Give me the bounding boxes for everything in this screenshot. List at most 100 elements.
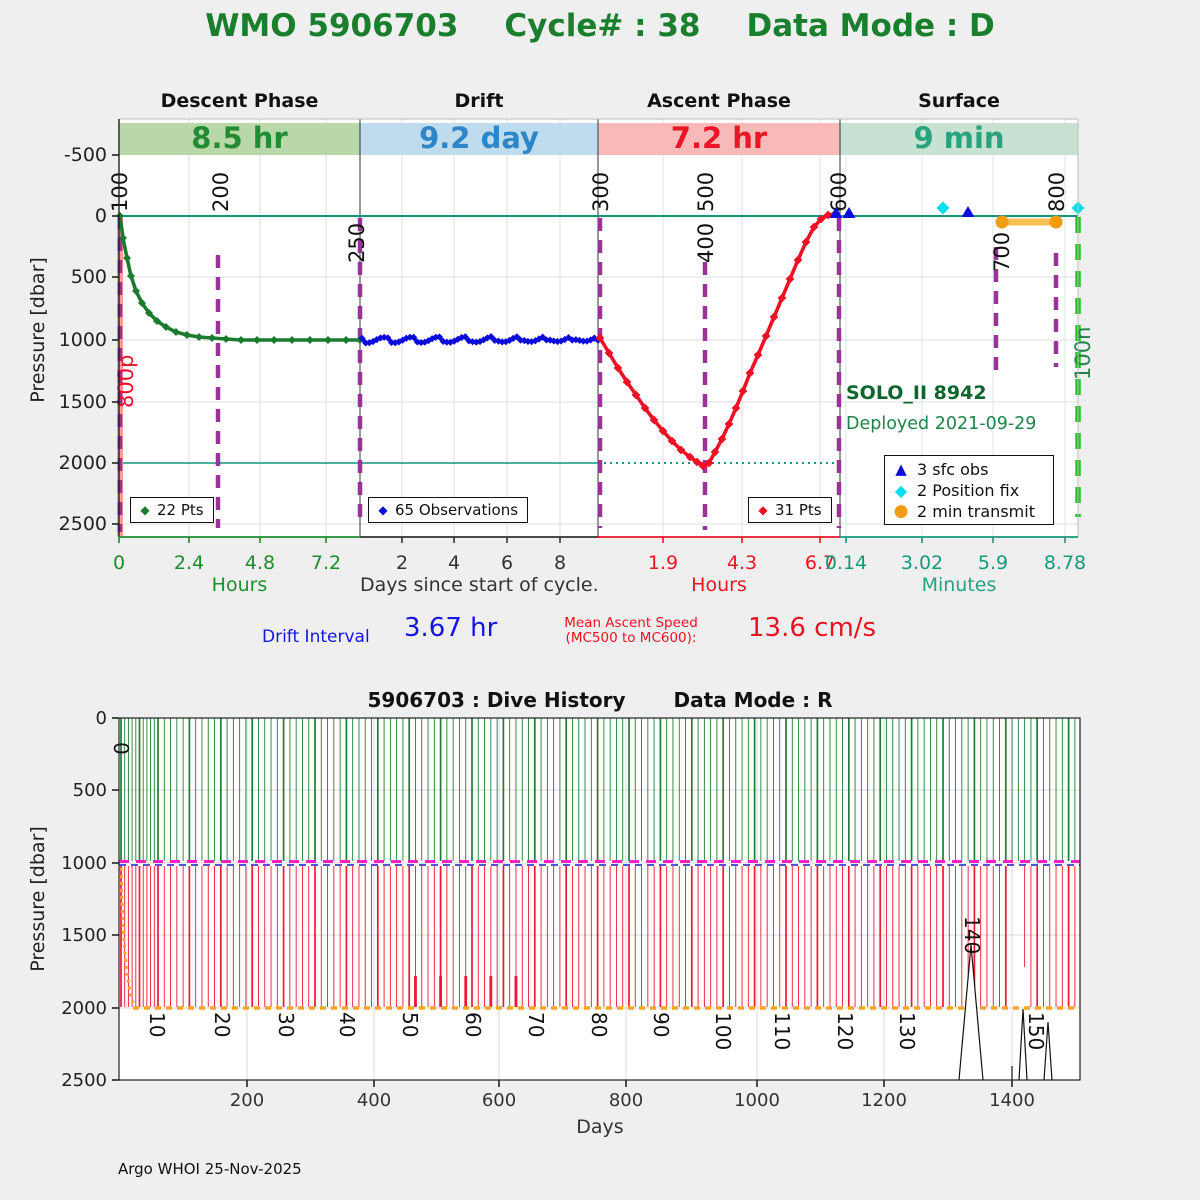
svg-text:300: 300 — [589, 172, 613, 212]
cycle-number: Cycle# : 38 — [504, 8, 701, 44]
svg-text:90: 90 — [649, 1012, 673, 1037]
surface-events-legend: ▲ 3 sfc obs ◆ 2 Position fix ● 2 min tra… — [884, 455, 1054, 525]
svg-text:50: 50 — [398, 1012, 422, 1037]
svg-text:200: 200 — [209, 172, 233, 212]
svg-text:250: 250 — [345, 223, 369, 263]
svg-text:0.14: 0.14 — [825, 552, 867, 574]
credit-footer: Argo WHOI 25-Nov-2025 — [118, 1160, 302, 1178]
legend-label: 2 Position fix — [917, 480, 1020, 500]
legend-label: 2 min transmit — [917, 501, 1035, 521]
days-axis-label: Days — [576, 1116, 624, 1138]
legend-label: 65 Observations — [395, 501, 519, 519]
phase-duration-descent: 8.5 hr — [191, 121, 288, 155]
svg-text:2500: 2500 — [59, 513, 107, 535]
legend-row-position-fix: ◆ 2 Position fix — [893, 480, 1045, 500]
svg-text:500: 500 — [73, 780, 107, 801]
svg-text:800p: 800p — [114, 355, 138, 408]
axis-unit-drift: Days since start of cycle. — [360, 574, 599, 596]
svg-text:8.78: 8.78 — [1044, 552, 1086, 574]
svg-text:100: 100 — [711, 1012, 735, 1050]
svg-text:600: 600 — [482, 1090, 516, 1111]
svg-text:800: 800 — [609, 1090, 643, 1111]
svg-text:2: 2 — [396, 552, 408, 574]
svg-text:400: 400 — [694, 223, 718, 263]
legend-row-min-transmit: ● 2 min transmit — [893, 501, 1045, 521]
legend-row-sfc-obs: ▲ 3 sfc obs — [893, 459, 1045, 479]
svg-text:60: 60 — [461, 1012, 485, 1037]
position-fix-diamond-icon: ◆ — [894, 480, 908, 500]
svg-text:1000: 1000 — [59, 329, 107, 351]
svg-text:400: 400 — [357, 1090, 391, 1111]
svg-text:4: 4 — [448, 552, 460, 574]
svg-text:6.7: 6.7 — [805, 552, 835, 574]
descent-points-legend: ◆ 22 Pts — [130, 497, 214, 523]
data-mode: Data Mode : D — [746, 8, 995, 44]
svg-text:200: 200 — [230, 1090, 264, 1111]
svg-text:20: 20 — [210, 1012, 234, 1037]
wmo-id: WMO 5906703 — [205, 8, 459, 44]
svg-text:0: 0 — [95, 205, 107, 227]
svg-text:130: 130 — [895, 1012, 919, 1050]
svg-text:800: 800 — [1045, 172, 1069, 212]
svg-text:700: 700 — [990, 232, 1014, 272]
svg-text:500: 500 — [694, 172, 718, 212]
min-transmit-circle-icon: ● — [893, 501, 909, 521]
legend-label: 22 Pts — [157, 501, 204, 519]
axis-unit-ascent: Hours — [691, 574, 747, 596]
legend-label: 31 Pts — [775, 501, 822, 519]
mean-ascent-speed-line2: (MC500 to MC600): — [565, 630, 697, 646]
svg-text:1200: 1200 — [861, 1090, 907, 1111]
float-model-label: SOLO_II 8942 — [846, 382, 987, 404]
ascent-points-legend: ◆ 31 Pts — [748, 497, 832, 523]
phase-duration-ascent: 7.2 hr — [670, 121, 768, 155]
svg-text:120: 120 — [833, 1012, 857, 1050]
drift-interval-label: Drift Interval — [262, 627, 370, 647]
svg-text:500: 500 — [71, 266, 107, 288]
svg-text:1500: 1500 — [61, 925, 107, 946]
diamond-icon: ◆ — [140, 503, 150, 517]
phase-title-descent: Descent Phase — [160, 90, 319, 112]
svg-text:1000: 1000 — [61, 853, 107, 874]
mean-ascent-speed-line1: Mean Ascent Speed — [564, 615, 698, 631]
svg-text:7.2: 7.2 — [311, 552, 341, 574]
svg-text:5.9: 5.9 — [978, 552, 1008, 574]
svg-text:0: 0 — [109, 742, 133, 755]
dive-history-title-right: Data Mode : R — [673, 688, 833, 712]
svg-text:0: 0 — [96, 708, 107, 729]
dive-history-title-left: 5906703 : Dive History — [367, 688, 626, 712]
svg-text:2.4: 2.4 — [174, 552, 204, 574]
svg-text:110: 110 — [770, 1012, 794, 1050]
phase-duration-drift: 9.2 day — [419, 121, 539, 155]
svg-text:1500: 1500 — [59, 391, 107, 413]
svg-text:2000: 2000 — [59, 452, 107, 474]
svg-text:2500: 2500 — [61, 1070, 107, 1091]
sfc-obs-triangle-icon: ▲ — [895, 460, 907, 478]
phase-duration-surface: 9 min — [913, 121, 1005, 155]
svg-text:0: 0 — [113, 552, 125, 574]
svg-text:Pressure [dbar]: Pressure [dbar] — [27, 257, 49, 403]
svg-text:1000: 1000 — [734, 1090, 780, 1111]
phase-title-surface: Surface — [918, 90, 1000, 112]
svg-text:3.02: 3.02 — [901, 552, 943, 574]
svg-text:140: 140 — [960, 916, 984, 954]
drift-interval-value: 3.67 hr — [404, 613, 498, 643]
svg-text:100n: 100n — [1071, 327, 1095, 380]
svg-text:4.8: 4.8 — [245, 552, 275, 574]
page-title: WMO 5906703 Cycle# : 38 Data Mode : D — [0, 8, 1200, 44]
diamond-icon: ◆ — [378, 503, 388, 517]
axis-unit-descent: Hours — [211, 574, 268, 596]
mean-ascent-speed-label: Mean Ascent Speed (MC500 to MC600): — [545, 616, 717, 646]
svg-text:80: 80 — [587, 1012, 611, 1037]
phase-title-drift: Drift — [454, 90, 504, 112]
svg-text:4.3: 4.3 — [727, 552, 757, 574]
svg-text:100: 100 — [108, 172, 132, 212]
svg-text:8: 8 — [554, 552, 566, 574]
svg-text:2000: 2000 — [61, 998, 107, 1019]
dive-history-title: 5906703 : Dive History Data Mode : R — [0, 688, 1200, 712]
svg-text:1.9: 1.9 — [648, 552, 678, 574]
diamond-icon: ◆ — [758, 503, 768, 517]
svg-text:Pressure [dbar]: Pressure [dbar] — [27, 826, 49, 972]
svg-text:600: 600 — [827, 172, 851, 212]
